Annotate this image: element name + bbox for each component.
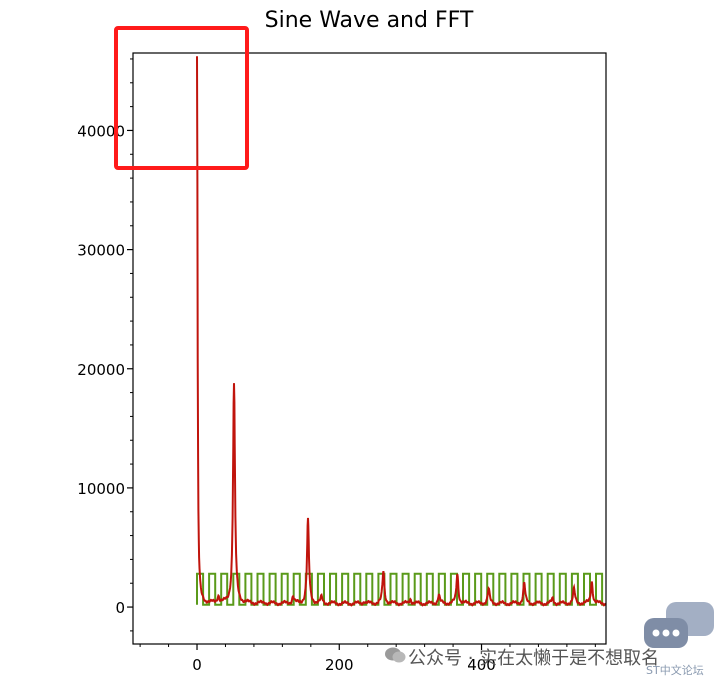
x-tick-label: 400 (467, 656, 496, 674)
y-tick-label: 10000 (77, 480, 125, 498)
watermark-subtext: ST中文论坛 (646, 664, 704, 677)
plot-frame (132, 52, 607, 645)
chart-title: Sine Wave and FFT (265, 8, 474, 33)
y-tick-label: 20000 (77, 361, 125, 379)
watermark-text: 公众号 · 实在太懒于是不想取名 (408, 648, 660, 669)
chat-bubble-icon (644, 602, 714, 648)
x-tick-label: 200 (325, 656, 354, 674)
x-tick-label: 0 (192, 656, 202, 674)
series-fft (196, 56, 607, 607)
y-tick-label: 0 (115, 599, 125, 617)
highlight-box (114, 26, 249, 170)
y-tick-label: 30000 (77, 242, 125, 260)
y-tick-label: 40000 (77, 122, 125, 140)
series-square-wave (196, 572, 606, 606)
wechat-icon (385, 647, 406, 663)
